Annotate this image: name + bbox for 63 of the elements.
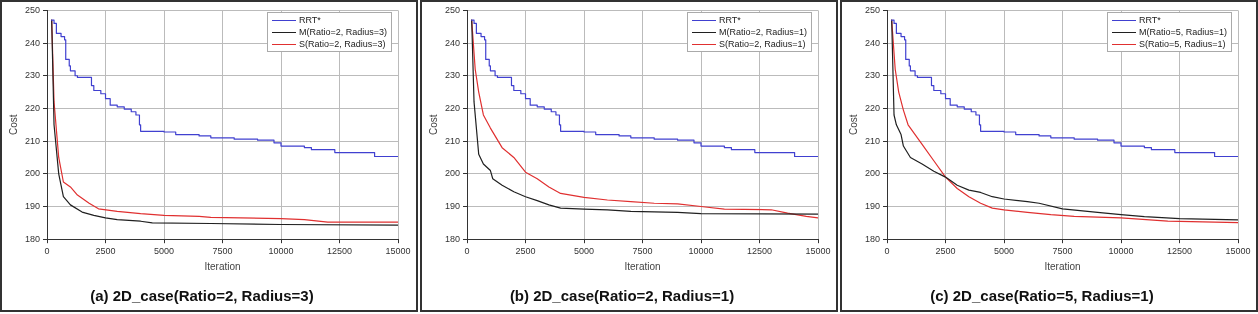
y-axis-title: Cost bbox=[7, 114, 19, 136]
legend-label: M(Ratio=2, Radius=1) bbox=[718, 26, 807, 39]
x-tick-label: 15000 bbox=[805, 246, 831, 257]
y-tick-label: 190 bbox=[444, 201, 461, 211]
x-tick-label: 5000 bbox=[154, 246, 175, 257]
x-tick-label: 12500 bbox=[326, 246, 353, 257]
y-tick-label: 240 bbox=[864, 37, 881, 48]
x-tick-label: 10000 bbox=[1108, 246, 1134, 257]
x-axis-title: Iteration bbox=[1044, 260, 1081, 272]
y-tick-label: 250 bbox=[444, 4, 461, 15]
x-tick-label: 15000 bbox=[385, 246, 411, 257]
y-tick-label: 240 bbox=[24, 37, 41, 48]
y-tick-label: 180 bbox=[864, 233, 881, 244]
x-tick-label: 2500 bbox=[95, 246, 116, 257]
y-tick-label: 220 bbox=[864, 102, 881, 113]
x-tick-label: 2500 bbox=[935, 246, 956, 257]
y-tick-label: 180 bbox=[444, 233, 461, 244]
y-tick-label: 250 bbox=[24, 4, 41, 15]
y-tick-label: 210 bbox=[444, 135, 461, 146]
x-tick-label: 5000 bbox=[574, 246, 595, 257]
x-tick-label: 7500 bbox=[212, 246, 233, 257]
y-axis-title: Cost bbox=[847, 114, 859, 136]
x-tick-label: 15000 bbox=[1225, 246, 1251, 257]
y-tick-label: 200 bbox=[24, 168, 41, 179]
x-tick-label: 0 bbox=[464, 246, 470, 257]
legend-label: S(Ratio=2, Radius=3) bbox=[298, 38, 386, 51]
legend-label: RRT* bbox=[718, 14, 741, 27]
y-tick-label: 220 bbox=[24, 102, 41, 113]
y-tick-label: 200 bbox=[444, 168, 461, 179]
y-tick-label: 230 bbox=[444, 70, 461, 81]
y-tick-label: 190 bbox=[864, 201, 881, 211]
x-tick-label: 0 bbox=[884, 246, 890, 257]
y-tick-label: 230 bbox=[864, 70, 881, 81]
x-tick-label: 12500 bbox=[1166, 246, 1193, 257]
legend-label: M(Ratio=5, Radius=1) bbox=[1138, 26, 1227, 39]
y-tick-label: 250 bbox=[864, 4, 881, 15]
text: (b) 2D_case(Ratio=2, Radius=1) bbox=[509, 287, 735, 305]
x-tick-label: 5000 bbox=[994, 246, 1015, 257]
legend-label: S(Ratio=5, Radius=1) bbox=[1138, 38, 1226, 51]
x-tick-label: 7500 bbox=[632, 246, 653, 257]
y-tick-label: 220 bbox=[444, 102, 461, 113]
x-tick-label: 10000 bbox=[688, 246, 714, 257]
y-tick-label: 200 bbox=[864, 168, 881, 179]
text: (a) 2D_case(Ratio=2, Radius=3) bbox=[90, 287, 314, 305]
y-axis-title: Cost bbox=[427, 114, 439, 136]
text: (c) 2D_case(Ratio=5, Radius=1) bbox=[930, 287, 1154, 305]
y-tick-label: 210 bbox=[864, 135, 881, 146]
y-tick-label: 190 bbox=[24, 201, 41, 211]
legend-label: S(Ratio=2, Radius=1) bbox=[718, 38, 806, 51]
y-tick-label: 240 bbox=[444, 37, 461, 48]
y-tick-label: 230 bbox=[24, 70, 41, 81]
x-axis-title: Iteration bbox=[624, 260, 661, 272]
legend-label: M(Ratio=2, Radius=3) bbox=[298, 26, 387, 39]
legend-label: RRT* bbox=[1138, 14, 1161, 27]
x-tick-label: 12500 bbox=[746, 246, 773, 257]
x-tick-label: 2500 bbox=[515, 246, 536, 257]
x-tick-label: 0 bbox=[44, 246, 50, 257]
legend-label: RRT* bbox=[298, 14, 321, 27]
x-tick-label: 10000 bbox=[268, 246, 294, 257]
x-axis-title: Iteration bbox=[204, 260, 241, 272]
x-tick-label: 7500 bbox=[1052, 246, 1073, 257]
y-tick-label: 180 bbox=[24, 233, 41, 244]
y-tick-label: 210 bbox=[24, 135, 41, 146]
